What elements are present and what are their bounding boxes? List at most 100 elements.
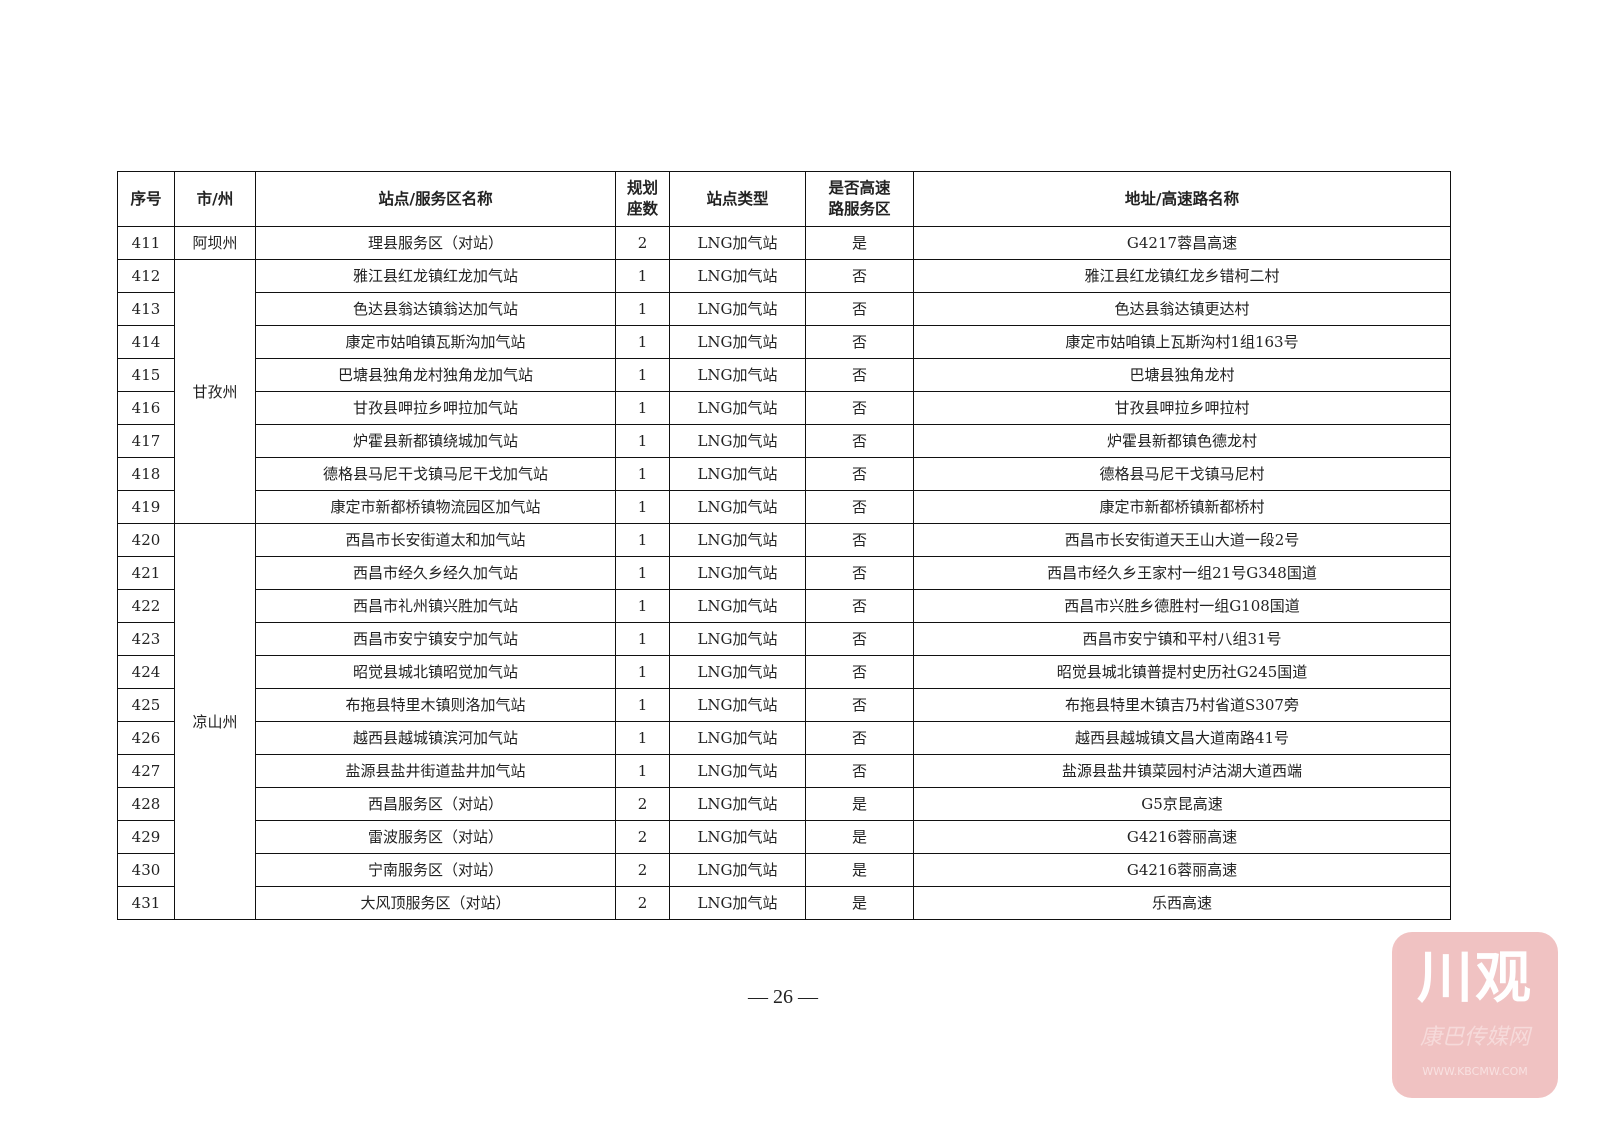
cell-address: 西昌市兴胜乡德胜村一组G108国道 bbox=[913, 589, 1451, 623]
cell-station-type: LNG加气站 bbox=[669, 853, 806, 887]
cell-planned-count: 1 bbox=[615, 424, 670, 458]
table-row: 425 布拖县特里木镇则洛加气站 1 LNG加气站否布拖县特里木镇吉乃村省道S307旁 bbox=[117, 688, 1451, 722]
watermark-url-text: WWW.KBCMW.COM bbox=[1422, 1065, 1528, 1078]
table-row: 415 巴塘县独角龙村独角龙加气站 1 LNG加气站否巴塘县独角龙村 bbox=[117, 358, 1451, 392]
cell-planned-count: 1 bbox=[615, 523, 670, 557]
cell-index: 418 bbox=[117, 457, 175, 491]
cell-index: 429 bbox=[117, 820, 175, 854]
cell-index: 424 bbox=[117, 655, 175, 689]
cell-is-expressway: 否 bbox=[805, 754, 914, 788]
cell-station-name: 理县服务区（对站） bbox=[255, 226, 616, 260]
cell-planned-count: 1 bbox=[615, 556, 670, 590]
table-row: 429 雷波服务区（对站） 2 LNG加气站是 G4216蓉丽高速 bbox=[117, 820, 1451, 854]
table-row: 413 色达县翁达镇翁达加气站 1 LNG加气站否色达县翁达镇更达村 bbox=[117, 292, 1451, 326]
cell-station-name: 越西县越城镇滨河加气站 bbox=[255, 721, 616, 755]
cell-station-name: 甘孜县呷拉乡呷拉加气站 bbox=[255, 391, 616, 425]
cell-address: 西昌市长安街道天王山大道一段2号 bbox=[913, 523, 1451, 557]
cell-is-expressway: 否 bbox=[805, 325, 914, 359]
cell-is-expressway: 是 bbox=[805, 787, 914, 821]
cell-station-name: 西昌市长安街道太和加气站 bbox=[255, 523, 616, 557]
cell-station-type: LNG加气站 bbox=[669, 886, 806, 920]
cell-index: 425 bbox=[117, 688, 175, 722]
cell-station-type: LNG加气站 bbox=[669, 787, 806, 821]
header-is-expressway: 是否高速 路服务区 bbox=[805, 171, 914, 227]
cell-station-name: 大风顶服务区（对站） bbox=[255, 886, 616, 920]
cell-station-name: 西昌市礼州镇兴胜加气站 bbox=[255, 589, 616, 623]
cell-planned-count: 1 bbox=[615, 457, 670, 491]
table-row: 414 康定市姑咱镇瓦斯沟加气站 1 LNG加气站否康定市姑咱镇上瓦斯沟村1组163号 bbox=[117, 325, 1451, 359]
station-table: 序号 市/州 站点/服务区名称 规划 座数 站点类型 是否高速 路服务区 地址/… bbox=[117, 171, 1451, 920]
cell-address: 布拖县特里木镇吉乃村省道S307旁 bbox=[913, 688, 1451, 722]
cell-station-type: LNG加气站 bbox=[669, 292, 806, 326]
cell-planned-count: 1 bbox=[615, 358, 670, 392]
cell-city: 阿坝州 bbox=[174, 226, 256, 260]
cell-station-name: 盐源县盐井街道盐井加气站 bbox=[255, 754, 616, 788]
cell-station-type: LNG加气站 bbox=[669, 820, 806, 854]
cell-is-expressway: 否 bbox=[805, 721, 914, 755]
cell-index: 426 bbox=[117, 721, 175, 755]
cell-planned-count: 1 bbox=[615, 490, 670, 524]
table-row: 416 甘孜县呷拉乡呷拉加气站 1 LNG加气站否甘孜县呷拉乡呷拉村 bbox=[117, 391, 1451, 425]
cell-station-name: 康定市新都桥镇物流园区加气站 bbox=[255, 490, 616, 524]
cell-station-type: LNG加气站 bbox=[669, 259, 806, 293]
cell-planned-count: 1 bbox=[615, 655, 670, 689]
cell-city: 甘孜州 bbox=[174, 259, 256, 524]
cell-index: 417 bbox=[117, 424, 175, 458]
cell-is-expressway: 否 bbox=[805, 457, 914, 491]
table-row: 417 炉霍县新都镇绕城加气站 1 LNG加气站否炉霍县新都镇色德龙村 bbox=[117, 424, 1451, 458]
cell-station-type: LNG加气站 bbox=[669, 655, 806, 689]
cell-planned-count: 1 bbox=[615, 754, 670, 788]
cell-station-name: 炉霍县新都镇绕城加气站 bbox=[255, 424, 616, 458]
cell-station-name: 雅江县红龙镇红龙加气站 bbox=[255, 259, 616, 293]
cell-index: 431 bbox=[117, 886, 175, 920]
cell-planned-count: 2 bbox=[615, 853, 670, 887]
cell-index: 412 bbox=[117, 259, 175, 293]
cell-city: 凉山州 bbox=[174, 523, 256, 920]
cell-address: 炉霍县新都镇色德龙村 bbox=[913, 424, 1451, 458]
cell-planned-count: 2 bbox=[615, 886, 670, 920]
watermark-logo: 川观 康巴传媒网 WWW.KBCMW.COM bbox=[1392, 932, 1558, 1098]
cell-station-type: LNG加气站 bbox=[669, 490, 806, 524]
cell-station-type: LNG加气站 bbox=[669, 556, 806, 590]
cell-planned-count: 1 bbox=[615, 259, 670, 293]
cell-index: 427 bbox=[117, 754, 175, 788]
cell-is-expressway: 是 bbox=[805, 226, 914, 260]
cell-index: 421 bbox=[117, 556, 175, 590]
cell-is-expressway: 是 bbox=[805, 820, 914, 854]
table-row: 427 盐源县盐井街道盐井加气站 1 LNG加气站否盐源县盐井镇菜园村泸沽湖大道西端 bbox=[117, 754, 1451, 788]
header-index: 序号 bbox=[117, 171, 175, 227]
cell-station-type: LNG加气站 bbox=[669, 226, 806, 260]
cell-station-type: LNG加气站 bbox=[669, 325, 806, 359]
cell-address: 康定市新都桥镇新都桥村 bbox=[913, 490, 1451, 524]
table-row: 419 康定市新都桥镇物流园区加气站 1 LNG加气站否康定市新都桥镇新都桥村 bbox=[117, 490, 1451, 524]
cell-index: 422 bbox=[117, 589, 175, 623]
cell-is-expressway: 否 bbox=[805, 589, 914, 623]
cell-station-name: 西昌市经久乡经久加气站 bbox=[255, 556, 616, 590]
cell-station-name: 康定市姑咱镇瓦斯沟加气站 bbox=[255, 325, 616, 359]
cell-address: 康定市姑咱镇上瓦斯沟村1组163号 bbox=[913, 325, 1451, 359]
cell-is-expressway: 否 bbox=[805, 688, 914, 722]
table-row: 411 阿坝州 理县服务区（对站） 2 LNG加气站是 G4217蓉昌高速 bbox=[117, 226, 1451, 260]
cell-station-name: 布拖县特里木镇则洛加气站 bbox=[255, 688, 616, 722]
cell-index: 419 bbox=[117, 490, 175, 524]
cell-is-expressway: 否 bbox=[805, 490, 914, 524]
cell-station-type: LNG加气站 bbox=[669, 523, 806, 557]
table-row: 430 宁南服务区（对站） 2 LNG加气站是 G4216蓉丽高速 bbox=[117, 853, 1451, 887]
cell-planned-count: 1 bbox=[615, 292, 670, 326]
table-header-row: 序号 市/州 站点/服务区名称 规划 座数 站点类型 是否高速 路服务区 地址/… bbox=[117, 171, 1451, 227]
cell-address: G5京昆高速 bbox=[913, 787, 1451, 821]
cell-station-name: 巴塘县独角龙村独角龙加气站 bbox=[255, 358, 616, 392]
cell-address: 雅江县红龙镇红龙乡错柯二村 bbox=[913, 259, 1451, 293]
cell-address: 越西县越城镇文昌大道南路41号 bbox=[913, 721, 1451, 755]
cell-is-expressway: 否 bbox=[805, 622, 914, 656]
cell-is-expressway: 否 bbox=[805, 259, 914, 293]
table-row: 428 西昌服务区（对站） 2 LNG加气站是 G5京昆高速 bbox=[117, 787, 1451, 821]
cell-address: 色达县翁达镇更达村 bbox=[913, 292, 1451, 326]
table-row: 422 西昌市礼州镇兴胜加气站 1 LNG加气站否西昌市兴胜乡德胜村一组G108国道 bbox=[117, 589, 1451, 623]
cell-station-type: LNG加气站 bbox=[669, 391, 806, 425]
cell-address: G4217蓉昌高速 bbox=[913, 226, 1451, 260]
cell-index: 414 bbox=[117, 325, 175, 359]
cell-planned-count: 2 bbox=[615, 820, 670, 854]
cell-station-type: LNG加气站 bbox=[669, 688, 806, 722]
cell-station-type: LNG加气站 bbox=[669, 457, 806, 491]
